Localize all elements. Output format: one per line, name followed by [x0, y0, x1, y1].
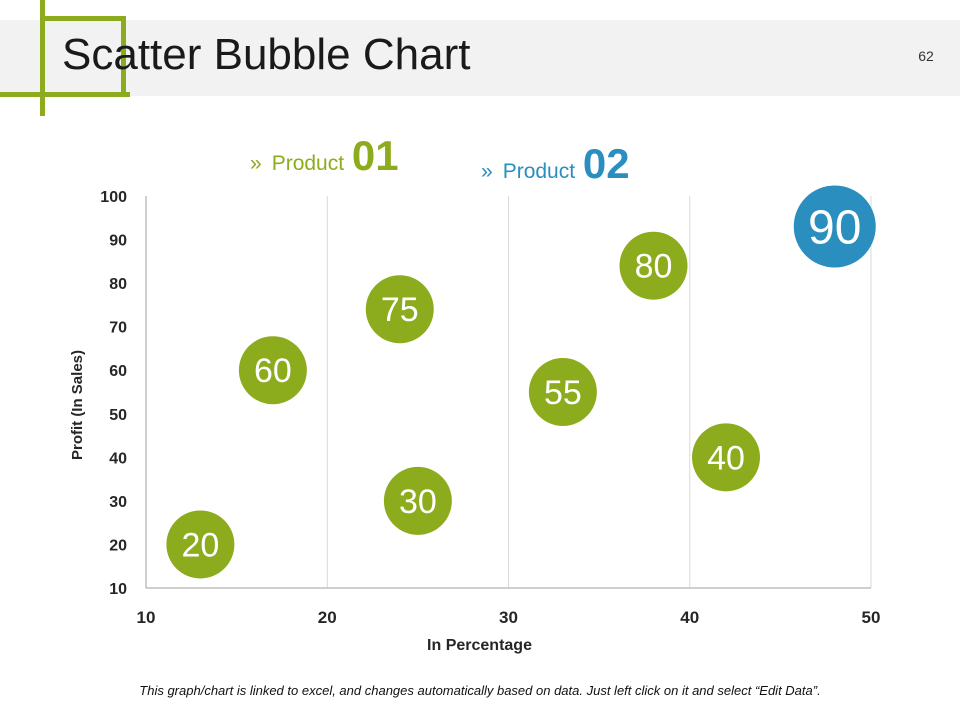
y-tick-label: 70 — [109, 320, 127, 337]
bubble — [793, 185, 876, 268]
bubble-label: 55 — [544, 374, 582, 412]
x-tick-label: 50 — [862, 608, 881, 627]
legend-number: 02 — [582, 140, 630, 187]
legend-number: 01 — [351, 132, 399, 179]
decorative-horizontal-line — [0, 92, 130, 97]
legend-label: Product — [502, 160, 576, 183]
bubble-label: 80 — [635, 248, 673, 286]
bubble-label: 40 — [707, 439, 745, 477]
y-tick-label: 100 — [100, 189, 127, 206]
bubble-label: 30 — [399, 483, 437, 521]
bubble — [166, 510, 235, 579]
decorative-corner-frame — [45, 16, 126, 92]
bubble — [692, 423, 760, 492]
y-tick-label: 30 — [109, 494, 127, 511]
x-tick-label: 30 — [499, 608, 518, 627]
chevron-icon: » — [481, 160, 493, 183]
y-tick-label: 80 — [109, 276, 127, 293]
x-tick-label: 40 — [680, 608, 699, 627]
bubble-label: 90 — [808, 201, 861, 254]
bubble-label: 20 — [181, 526, 219, 564]
page-number: 62 — [918, 48, 934, 64]
y-tick-label: 10 — [109, 581, 127, 598]
y-tick-label: 20 — [109, 537, 127, 554]
bubble-label: 75 — [381, 291, 419, 329]
y-tick-label: 90 — [109, 233, 127, 250]
bubble-label: 60 — [254, 352, 292, 390]
x-tick-label: 10 — [137, 608, 156, 627]
y-axis-title: Profit (In Sales) — [69, 350, 86, 460]
y-tick-label: 40 — [109, 450, 127, 467]
bubble — [365, 275, 434, 344]
legend-item-product-02: » Product 02 — [481, 140, 630, 188]
bubble — [619, 231, 688, 300]
y-tick-label: 50 — [109, 407, 127, 424]
bubble — [383, 466, 452, 535]
footnote: This graph/chart is linked to excel, and… — [139, 683, 821, 698]
chevron-icon: » — [250, 152, 262, 175]
x-axis-title: In Percentage — [427, 637, 532, 654]
bubble — [528, 358, 597, 426]
title-bar — [0, 20, 960, 96]
bubble — [238, 336, 307, 405]
legend-label: Product — [271, 152, 345, 175]
y-tick-label: 60 — [109, 363, 127, 380]
x-tick-label: 20 — [318, 608, 337, 627]
decorative-vertical-line — [40, 0, 45, 116]
legend-item-product-01: » Product 01 — [250, 132, 399, 180]
page-title: Scatter Bubble Chart — [62, 30, 471, 79]
